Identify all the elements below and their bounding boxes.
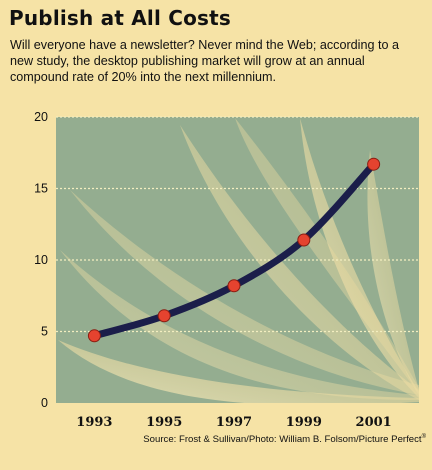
data-point: [87, 329, 101, 343]
frond-shape: [367, 150, 419, 396]
y-tick-label: 15: [34, 182, 48, 196]
photo-background: [58, 118, 419, 403]
y-tick-label: 10: [34, 253, 48, 267]
chart-subtitle: Will everyone have a newsletter? Never m…: [10, 38, 399, 84]
data-point: [157, 309, 171, 323]
x-tick-label: 1993: [76, 415, 112, 430]
x-axis: 1993 1995 1997 1999 2001: [76, 415, 391, 430]
y-tick-label: 0: [41, 396, 48, 410]
data-markers: [87, 157, 381, 343]
x-tick-label: 2001: [356, 415, 392, 430]
data-point: [227, 279, 241, 293]
y-tick-label: 20: [34, 110, 48, 124]
frond-shape: [180, 125, 419, 400]
x-tick-label: 1999: [286, 415, 322, 430]
data-point: [367, 157, 381, 171]
frond-shape: [58, 340, 419, 403]
chart-title: Publish at All Costs: [9, 6, 231, 30]
registered-mark: ®: [421, 434, 426, 440]
source-text: Source: Frost & Sullivan/Photo: William …: [143, 434, 422, 446]
x-tick-label: 1997: [216, 415, 252, 430]
data-point: [297, 233, 311, 247]
frond-shape: [235, 118, 419, 394]
y-axis: 0 5 10 15 20: [34, 110, 48, 410]
source-credit: Source: Frost & Sullivan/Photo: William …: [118, 434, 426, 445]
y-tick-label: 5: [41, 325, 48, 339]
frond-shape: [60, 250, 419, 400]
x-tick-label: 1995: [146, 415, 182, 430]
